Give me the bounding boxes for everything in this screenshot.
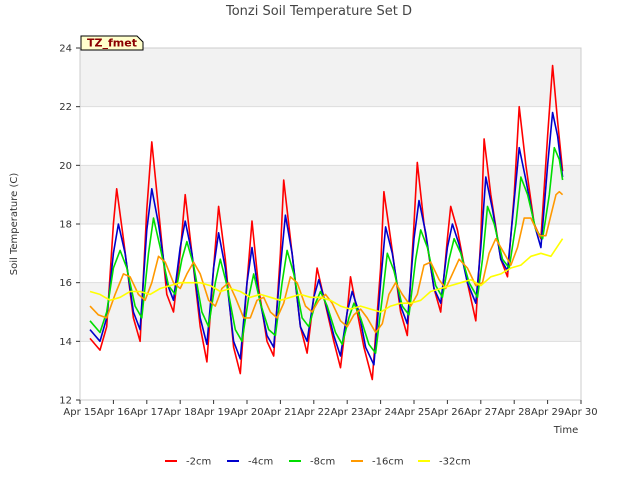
legend-label: -4cm bbox=[248, 457, 273, 468]
series-line-minus-8cm bbox=[89, 146, 564, 354]
y-tick-label: 18 bbox=[59, 220, 72, 231]
chart-title: Tonzi Soil Temperature Set D bbox=[225, 4, 412, 19]
series-line-minus-32cm bbox=[89, 238, 564, 313]
legend-label: -16cm bbox=[372, 457, 404, 468]
x-tick-label: Apr 19 bbox=[197, 407, 230, 418]
badge-label: TZ_fmet bbox=[87, 37, 137, 50]
legend-label: -32cm bbox=[439, 457, 471, 468]
x-tick-label: Apr 17 bbox=[130, 407, 163, 418]
series-lines bbox=[89, 64, 564, 381]
series-line-minus-2cm bbox=[89, 64, 564, 381]
x-tick-label: Apr 23 bbox=[331, 407, 364, 418]
x-tick-label: Apr 16 bbox=[97, 407, 130, 418]
tz-fmet-badge: TZ_fmet bbox=[80, 35, 144, 51]
x-tick-label: Apr 21 bbox=[264, 407, 297, 418]
badge-shape bbox=[80, 35, 144, 51]
y-tick-label: 16 bbox=[59, 278, 72, 289]
x-tick-label: Apr 18 bbox=[164, 407, 197, 418]
y-tick-label: 14 bbox=[59, 337, 72, 348]
x-tick-label: Apr 20 bbox=[230, 407, 263, 418]
legend: -2cm -4cm -8cm -16cm -32cm bbox=[165, 457, 471, 468]
y-tick-label: 12 bbox=[59, 396, 72, 407]
plot-background-bands bbox=[80, 48, 581, 342]
y-tick-label: 20 bbox=[59, 161, 72, 172]
x-tick-label: Apr 24 bbox=[364, 407, 397, 418]
series-line-minus-4cm bbox=[89, 111, 564, 366]
x-axis-label: Time bbox=[553, 425, 578, 436]
band-1 bbox=[80, 165, 581, 224]
x-tick-label: Apr 25 bbox=[397, 407, 430, 418]
x-tick-label: Apr 15 bbox=[63, 407, 96, 418]
legend-label: -2cm bbox=[186, 457, 211, 468]
x-axis-ticks: Apr 15 Apr 16 Apr 17 Apr 18 Apr 19 Apr 20 Apr … bbox=[63, 400, 598, 418]
legend-label: -8cm bbox=[310, 457, 335, 468]
x-tick-label: Apr 28 bbox=[498, 407, 531, 418]
x-tick-label: Apr 27 bbox=[464, 407, 497, 418]
x-tick-label: Apr 29 bbox=[531, 407, 564, 418]
y-axis-ticks: 12 14 16 18 20 22 24 bbox=[59, 44, 80, 407]
y-tick-label: 24 bbox=[59, 44, 72, 55]
x-tick-label: Apr 22 bbox=[297, 407, 330, 418]
x-tick-label: Apr 26 bbox=[431, 407, 464, 418]
band-0 bbox=[80, 282, 581, 342]
band-2 bbox=[80, 48, 581, 107]
y-tick-label: 22 bbox=[59, 102, 72, 113]
x-tick-label: Apr 30 bbox=[564, 407, 597, 418]
y-axis-label: Soil Temperature (C) bbox=[9, 173, 20, 276]
